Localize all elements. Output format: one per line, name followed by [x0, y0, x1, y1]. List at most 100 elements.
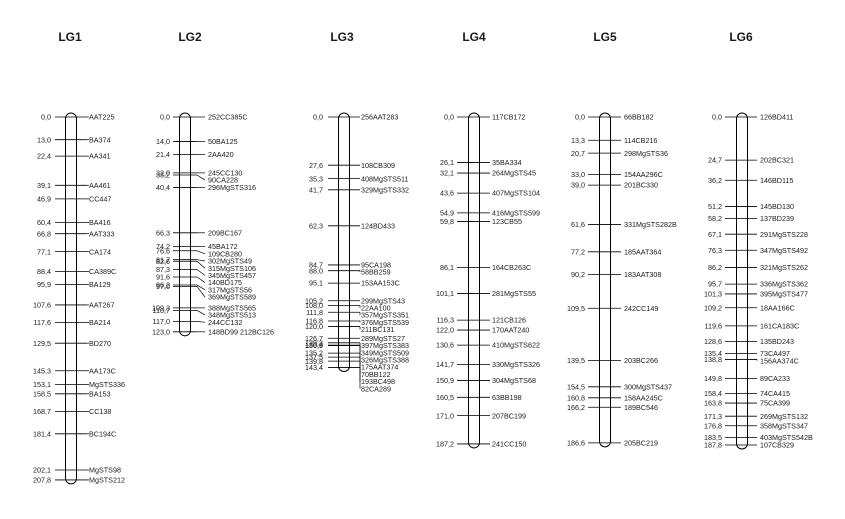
locus-position: 150,9	[436, 376, 454, 385]
marker-label: 296MgSTS316	[208, 183, 256, 192]
locus-position: 109,5	[567, 304, 585, 313]
marker-label: 117CB172	[492, 113, 525, 122]
marker-label: 357MgSTS351	[361, 311, 409, 320]
marker-label: AAT225	[89, 113, 114, 122]
marker-label: 140BD175	[208, 278, 242, 287]
locus-position: 88,4	[37, 267, 51, 276]
marker-label: 302MgSTS49	[208, 257, 252, 266]
locus-position: 32,1	[440, 169, 454, 178]
marker-label: 35BA334	[492, 158, 522, 167]
marker-label: 326MgSTS388	[361, 355, 409, 364]
marker-label: 74CA415	[760, 389, 790, 398]
locus-position: 88,0	[309, 266, 323, 275]
marker-label: BA374	[89, 135, 111, 144]
locus-position: 13,3	[571, 136, 585, 145]
locus-position: 26,1	[440, 158, 454, 167]
marker-label: 161CA183C	[760, 321, 799, 330]
locus-position: 126,7	[305, 334, 323, 343]
marker-label: 153AA153C	[361, 279, 400, 288]
locus-position: 187,2	[436, 440, 454, 449]
locus-position: 33,2	[156, 171, 170, 180]
linkage-group-lg6: LG6 0,0 126BD411 24,7 202BC321 36,2 146BD115 51…	[704, 30, 813, 450]
marker-label: 349MgSTS509	[361, 348, 409, 357]
marker-label: 170AAT240	[492, 326, 529, 335]
marker-label: 95CA198	[361, 261, 391, 270]
locus-position: 158,5	[33, 389, 51, 398]
locus-position: 207,8	[33, 476, 51, 485]
locus-connector	[196, 284, 206, 291]
marker-label: 45BA172	[208, 242, 238, 251]
chromosome-bar	[736, 112, 748, 450]
locus-position: 139,8	[305, 357, 323, 366]
linkage-group-lg4: LG4 0,0 117CB172 26,1 35BA334 32,1 264MgSTS45 4…	[436, 30, 540, 449]
locus-position: 139,5	[567, 356, 585, 365]
marker-label: 369MgSTS589	[208, 293, 256, 302]
locus-position: 138,8	[704, 355, 722, 364]
locus-position: 97,0	[156, 282, 170, 291]
locus-position: 77,2	[571, 247, 585, 256]
chromosome-bar	[338, 112, 350, 372]
locus-position: 0,0	[575, 113, 585, 122]
marker-label: 123CB55	[492, 217, 522, 226]
marker-label: 304MgSTS68	[492, 376, 536, 385]
marker-label: 205BC219	[624, 438, 658, 447]
locus-position: 153,1	[33, 380, 51, 389]
locus-position: 14,0	[156, 137, 170, 146]
marker-label: 300MgSTS437	[624, 382, 672, 391]
marker-label: 348MgSTS513	[208, 311, 256, 320]
marker-label: 244CC132	[208, 318, 242, 327]
locus-position: 120,0	[305, 322, 323, 331]
locus-position: 81,7	[156, 255, 170, 264]
marker-label: 203BC266	[624, 356, 658, 365]
locus-position: 143,4	[305, 363, 323, 372]
locus-position: 137,5	[305, 353, 323, 362]
locus-position: 117,0	[153, 317, 170, 326]
locus-position: 35,3	[309, 174, 323, 183]
locus-position: 58,2	[708, 214, 722, 223]
locus-position: 111,8	[306, 308, 323, 317]
marker-label: 22AA100	[361, 304, 391, 313]
marker-label: 121CB126	[492, 316, 526, 325]
locus-position: 101,1	[436, 289, 454, 298]
marker-label: 126BD411	[760, 113, 793, 122]
marker-label: AAT333	[89, 229, 114, 238]
locus-position: 145,3	[33, 366, 51, 375]
locus-position: 20,7	[571, 149, 585, 158]
locus-position: 187,8	[704, 441, 722, 450]
marker-label: BD270	[89, 339, 111, 348]
locus-position: 41,7	[309, 185, 323, 194]
locus-position: 39,1	[37, 181, 51, 190]
marker-label: 18AA166C	[760, 303, 795, 312]
locus-position: 82,6	[156, 257, 170, 266]
locus-position: 116,3	[437, 316, 454, 325]
locus-position: 176,8	[704, 421, 722, 430]
locus-connector	[196, 310, 206, 316]
locus-position: 90,2	[571, 270, 585, 279]
marker-label: 185AAT364	[624, 247, 661, 256]
marker-label: BA153	[89, 389, 111, 398]
linkage-group-title: LG4	[462, 30, 486, 44]
locus-position: 168,7	[33, 407, 51, 416]
marker-label: 193BC498	[361, 377, 395, 386]
marker-label: 395MgSTS477	[760, 290, 808, 299]
marker-label: 388MgSTS565	[208, 303, 256, 312]
locus-position: 87,3	[156, 265, 170, 274]
locus-position: 32,0	[156, 168, 170, 177]
marker-label: 75CA399	[760, 399, 790, 408]
locus-position: 96,2	[156, 281, 170, 290]
locus-position: 27,6	[309, 161, 323, 170]
locus-position: 67,1	[708, 230, 722, 239]
locus-position: 66,8	[37, 229, 51, 238]
locus-position: 135,2	[305, 349, 323, 358]
locus-position: 110,7	[153, 306, 170, 315]
marker-label: 135BD243	[760, 337, 794, 346]
marker-label: 164CB263C	[492, 263, 531, 272]
marker-label: 317MgSTS56	[208, 285, 252, 294]
marker-label: 345MgSTS457	[208, 271, 256, 280]
locus-position: 86,1	[440, 263, 454, 272]
locus-position: 186,6	[567, 438, 585, 447]
locus-position: 183,5	[704, 433, 722, 442]
locus-position: 39,0	[571, 181, 585, 190]
locus-position: 171,3	[704, 412, 722, 421]
marker-label: 70BB122	[361, 370, 391, 379]
